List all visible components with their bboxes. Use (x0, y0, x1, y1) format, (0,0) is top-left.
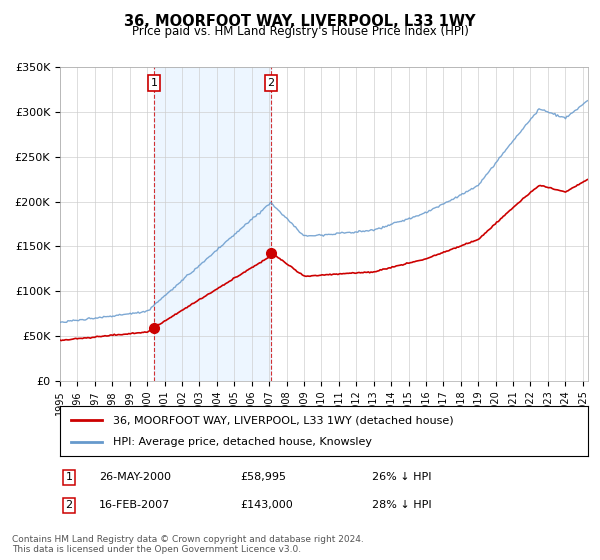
Text: 26% ↓ HPI: 26% ↓ HPI (372, 472, 431, 482)
Text: 2: 2 (65, 500, 73, 510)
Text: Contains HM Land Registry data © Crown copyright and database right 2024.
This d: Contains HM Land Registry data © Crown c… (12, 535, 364, 554)
Text: 36, MOORFOOT WAY, LIVERPOOL, L33 1WY: 36, MOORFOOT WAY, LIVERPOOL, L33 1WY (124, 14, 476, 29)
Text: 16-FEB-2007: 16-FEB-2007 (99, 500, 170, 510)
Text: £58,995: £58,995 (240, 472, 286, 482)
Bar (154, 67, 271, 381)
Text: Price paid vs. HM Land Registry's House Price Index (HPI): Price paid vs. HM Land Registry's House … (131, 25, 469, 38)
Text: 1: 1 (65, 472, 73, 482)
Text: 2: 2 (267, 78, 274, 88)
Text: £143,000: £143,000 (240, 500, 293, 510)
Text: 28% ↓ HPI: 28% ↓ HPI (372, 500, 431, 510)
Text: 36, MOORFOOT WAY, LIVERPOOL, L33 1WY (detached house): 36, MOORFOOT WAY, LIVERPOOL, L33 1WY (de… (113, 415, 454, 425)
Text: 1: 1 (151, 78, 158, 88)
Text: 26-MAY-2000: 26-MAY-2000 (99, 472, 171, 482)
Text: HPI: Average price, detached house, Knowsley: HPI: Average price, detached house, Know… (113, 437, 372, 447)
